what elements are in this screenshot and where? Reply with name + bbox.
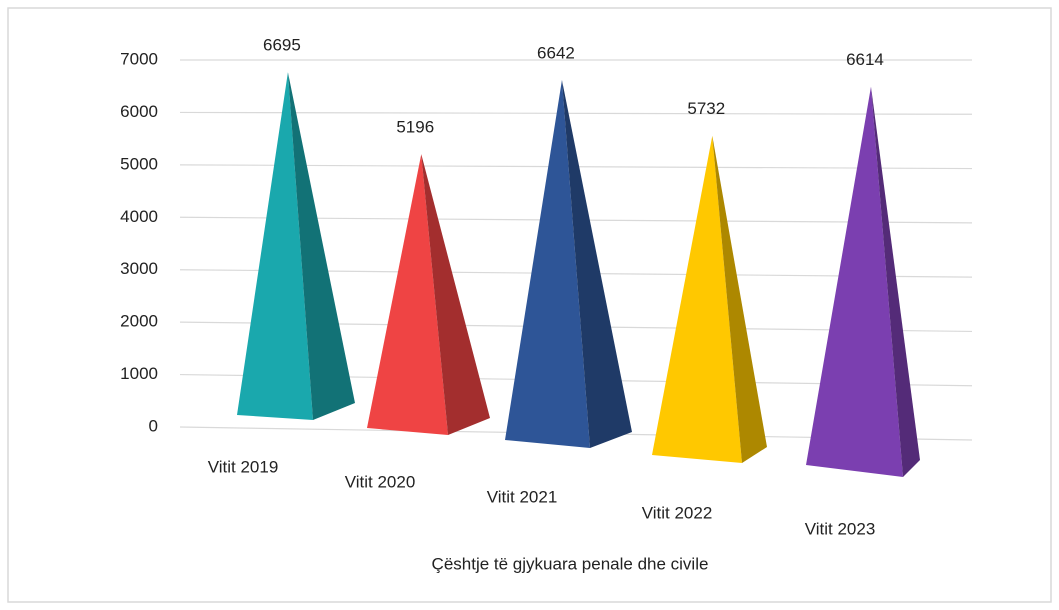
y-tick-label: 5000	[120, 154, 158, 173]
x-axis-title: Çështje të gjykuara penale dhe civile	[432, 554, 709, 573]
value-label: 6642	[537, 43, 575, 62]
pyramid-side	[561, 80, 632, 448]
y-tick-label: 1000	[120, 364, 158, 383]
pyramid-face	[505, 80, 590, 448]
pyramid-face	[652, 135, 742, 463]
pyramid-side	[870, 86, 920, 477]
x-tick-label: Vitit 2021	[487, 487, 558, 506]
pyramid-side	[287, 72, 355, 420]
y-tick-label: 6000	[120, 102, 158, 121]
grid-line	[179, 111, 973, 115]
x-tick-label: Vitit 2019	[208, 457, 279, 476]
pyramid-face	[806, 86, 903, 477]
pyramid-face	[367, 154, 448, 435]
y-tick-label: 2000	[120, 312, 158, 331]
y-tick-label: 3000	[120, 259, 158, 278]
x-tick-label: Vitit 2022	[642, 503, 713, 522]
y-tick-label: 0	[149, 416, 158, 435]
y-tick-label: 7000	[120, 49, 158, 68]
value-label: 6695	[263, 36, 301, 55]
x-tick-label: Vitit 2020	[345, 472, 416, 491]
value-label: 6614	[846, 50, 884, 69]
x-tick-label: Vitit 2023	[805, 519, 876, 538]
pyramid-side	[421, 154, 490, 435]
value-label: 5732	[687, 99, 725, 118]
value-label: 5196	[396, 118, 434, 137]
pyramid-face	[237, 72, 313, 420]
pyramid-side	[712, 135, 767, 463]
y-tick-label: 4000	[120, 207, 158, 226]
